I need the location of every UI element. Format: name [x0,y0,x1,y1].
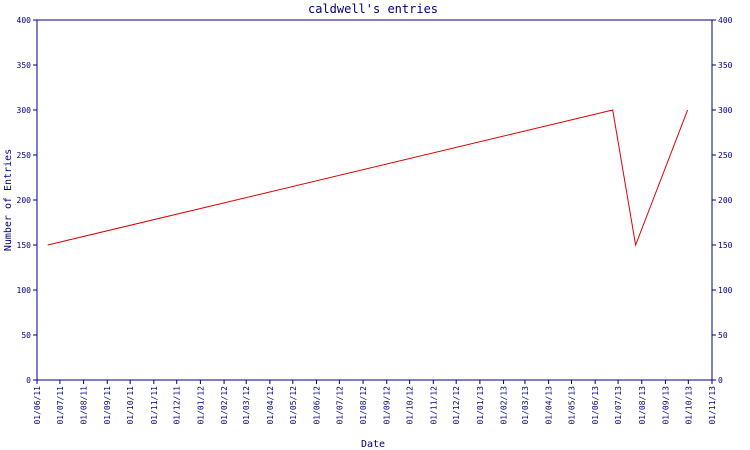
x-tick-label: 01/07/11 [56,386,65,425]
y-tick-label-right: 200 [718,196,733,205]
y-tick-label-right: 50 [718,331,728,340]
y-axis-label: Number of Entries [3,149,14,251]
y-tick-label-left: 250 [17,151,32,160]
y-axis-right: 0 50 100 150 200 250 300 350 400 [712,16,733,385]
y-tick-label-right: 150 [718,241,733,250]
series-layer [47,109,689,247]
y-tick-label-left: 350 [17,61,32,70]
x-tick-label: 01/06/12 [312,386,321,425]
x-tick-label: 01/08/11 [80,386,89,425]
x-tick-label: 01/01/12 [196,386,205,425]
y-tick-label-right: 350 [718,61,733,70]
x-tick-label: 01/08/13 [638,386,647,425]
x-tick-label: 01/02/13 [500,386,509,425]
series-line [47,109,689,247]
x-tick-label: 01/11/12 [429,386,438,425]
y-tick-label-left: 0 [26,376,31,385]
x-tick-label: 01/06/11 [33,386,42,425]
x-tick-label: 01/09/12 [383,386,392,425]
y-tick-label-right: 400 [718,16,733,25]
x-tick-label: 01/07/12 [335,386,344,425]
x-tick-label: 01/03/13 [521,386,530,425]
x-tick-label: 01/10/13 [684,386,693,425]
y-tick-label-right: 300 [718,106,733,115]
x-tick-label: 01/09/13 [661,386,670,425]
y-tick-label-right: 250 [718,151,733,160]
y-tick-label-left: 200 [17,196,32,205]
x-tick-label: 01/04/12 [266,386,275,425]
x-tick-label: 01/10/12 [406,386,415,425]
x-tick-label: 01/11/11 [150,386,159,425]
x-axis: 01/06/11 01/07/11 01/08/11 01/09/11 01/10/11… [33,380,717,425]
x-tick-label: 01/03/12 [242,386,251,425]
plot-area [36,19,713,381]
y-tick-label-left: 300 [17,106,32,115]
x-tick-label: 01/05/13 [568,386,577,425]
y-tick-label-left: 400 [17,16,32,25]
chart-title: caldwell's entries [308,2,438,16]
x-tick-label: 01/05/12 [289,386,298,425]
x-tick-label: 01/09/11 [103,386,112,425]
x-tick-label: 01/02/12 [220,386,229,425]
x-tick-label: 01/12/12 [452,386,461,425]
y-tick-label-right: 100 [718,286,733,295]
x-axis-label: Date [361,439,385,450]
y-tick-label-left: 50 [21,331,31,340]
x-tick-label: 01/08/12 [359,386,368,425]
y-tick-label-left: 100 [17,286,32,295]
y-tick-label-left: 150 [17,241,32,250]
y-axis-left: 0 50 100 150 200 250 300 350 400 [17,16,37,385]
y-tick-label-right: 0 [718,376,723,385]
x-tick-label: 01/01/13 [476,386,485,425]
x-tick-label: 01/04/13 [545,386,554,425]
x-tick-label: 01/12/11 [173,386,182,425]
x-tick-label: 01/06/13 [591,386,600,425]
x-tick-label: 01/10/11 [126,386,135,425]
x-tick-label: 01/07/13 [614,386,623,425]
x-tick-label: 01/11/13 [708,386,717,425]
